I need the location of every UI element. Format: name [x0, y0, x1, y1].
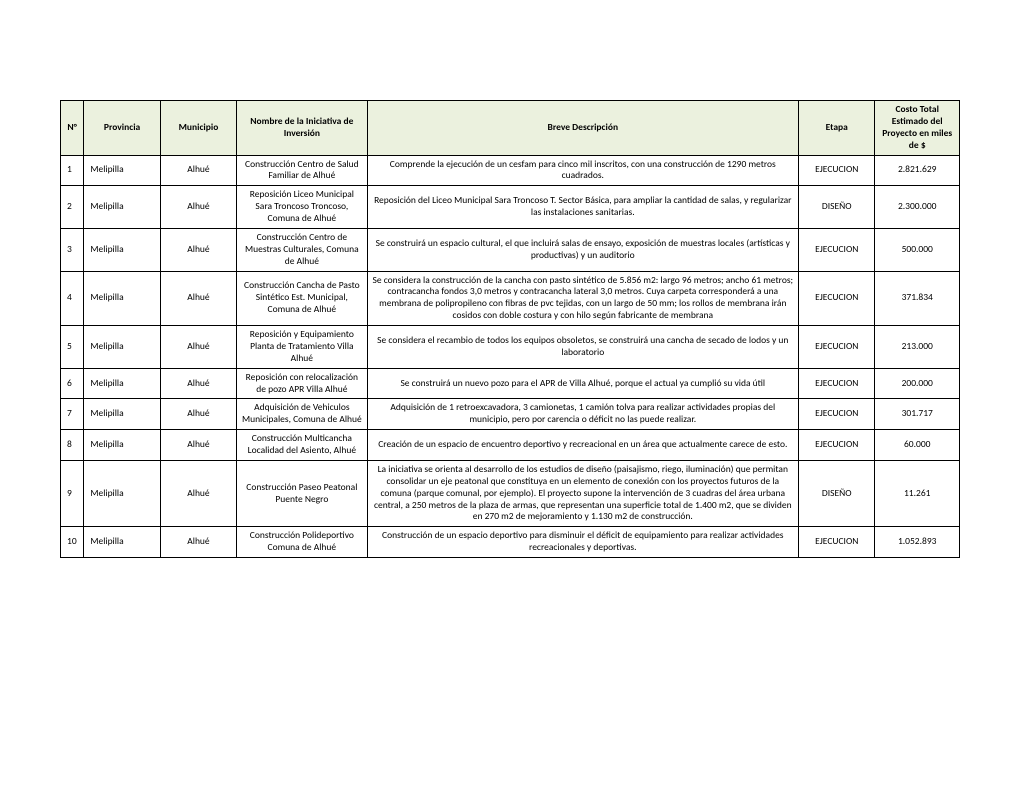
cell-costo: 1.052.893 [875, 527, 960, 558]
cell-etapa: EJECUCION [799, 430, 875, 461]
table-row: 4MelipillaAlhuéConstrucción Cancha de Pa… [61, 271, 960, 326]
cell-provincia: Melipilla [84, 186, 160, 229]
cell-municipio: Alhué [160, 527, 236, 558]
cell-num: 10 [61, 527, 84, 558]
cell-costo: 200.000 [875, 368, 960, 399]
cell-provincia: Melipilla [84, 430, 160, 461]
cell-municipio: Alhué [160, 155, 236, 186]
header-nombre: Nombre de la Iniciativa de Inversión [237, 101, 367, 156]
cell-municipio: Alhué [160, 326, 236, 369]
table-row: 10MelipillaAlhuéConstrucción Polideporti… [61, 527, 960, 558]
table-row: 6MelipillaAlhuéReposición con relocaliza… [61, 368, 960, 399]
cell-num: 5 [61, 326, 84, 369]
cell-municipio: Alhué [160, 430, 236, 461]
header-costo: Costo Total Estimado del Proyecto en mil… [875, 101, 960, 156]
cell-nombre: Reposición Liceo Municipal Sara Troncoso… [237, 186, 367, 229]
cell-num: 4 [61, 271, 84, 326]
cell-costo: 301.717 [875, 399, 960, 430]
page-container: N° Provincia Municipio Nombre de la Inic… [0, 0, 1020, 598]
cell-municipio: Alhué [160, 228, 236, 271]
cell-municipio: Alhué [160, 186, 236, 229]
header-num: N° [61, 101, 84, 156]
cell-etapa: EJECUCION [799, 527, 875, 558]
cell-nombre: Construcción Multicancha Localidad del A… [237, 430, 367, 461]
investment-table: N° Provincia Municipio Nombre de la Inic… [60, 100, 960, 558]
header-municipio: Municipio [160, 101, 236, 156]
cell-etapa: EJECUCION [799, 399, 875, 430]
cell-descripcion: Se construirá un nuevo pozo para el APR … [367, 368, 799, 399]
cell-nombre: Construcción Centro de Salud Familiar de… [237, 155, 367, 186]
cell-etapa: EJECUCION [799, 271, 875, 326]
cell-provincia: Melipilla [84, 228, 160, 271]
cell-descripcion: Se considera el recambio de todos los eq… [367, 326, 799, 369]
table-row: 7MelipillaAlhuéAdquisición de Vehiculos … [61, 399, 960, 430]
cell-nombre: Construcción Paseo Peatonal Puente Negro [237, 460, 367, 526]
table-row: 3MelipillaAlhuéConstrucción Centro de Mu… [61, 228, 960, 271]
cell-num: 6 [61, 368, 84, 399]
table-header: N° Provincia Municipio Nombre de la Inic… [61, 101, 960, 156]
cell-provincia: Melipilla [84, 399, 160, 430]
cell-etapa: DISEÑO [799, 460, 875, 526]
cell-nombre: Reposición y Equipamiento Planta de Trat… [237, 326, 367, 369]
cell-nombre: Construcción Centro de Muestras Cultural… [237, 228, 367, 271]
cell-costo: 2.821.629 [875, 155, 960, 186]
cell-descripcion: Comprende la ejecución de un cesfam para… [367, 155, 799, 186]
cell-municipio: Alhué [160, 271, 236, 326]
cell-descripcion: Creación de un espacio de encuentro depo… [367, 430, 799, 461]
cell-num: 1 [61, 155, 84, 186]
cell-descripcion: Se construirá un espacio cultural, el qu… [367, 228, 799, 271]
cell-costo: 11.261 [875, 460, 960, 526]
header-descripcion: Breve Descripción [367, 101, 799, 156]
cell-etapa: EJECUCION [799, 368, 875, 399]
cell-descripcion: Construcción de un espacio deportivo par… [367, 527, 799, 558]
cell-descripcion: La iniciativa se orienta al desarrollo d… [367, 460, 799, 526]
cell-provincia: Melipilla [84, 326, 160, 369]
cell-num: 7 [61, 399, 84, 430]
cell-descripcion: Adquisición de 1 retroexcavadora, 3 cami… [367, 399, 799, 430]
cell-etapa: EJECUCION [799, 326, 875, 369]
cell-costo: 500.000 [875, 228, 960, 271]
cell-num: 2 [61, 186, 84, 229]
cell-municipio: Alhué [160, 368, 236, 399]
cell-descripcion: Reposición del Liceo Municipal Sara Tron… [367, 186, 799, 229]
cell-num: 9 [61, 460, 84, 526]
cell-provincia: Melipilla [84, 460, 160, 526]
table-row: 2MelipillaAlhuéReposición Liceo Municipa… [61, 186, 960, 229]
table-row: 1MelipillaAlhuéConstrucción Centro de Sa… [61, 155, 960, 186]
cell-costo: 371.834 [875, 271, 960, 326]
cell-provincia: Melipilla [84, 527, 160, 558]
cell-nombre: Reposición con relocalización de pozo AP… [237, 368, 367, 399]
table-row: 9MelipillaAlhuéConstrucción Paseo Peaton… [61, 460, 960, 526]
table-row: 5MelipillaAlhuéReposición y Equipamiento… [61, 326, 960, 369]
table-body: 1MelipillaAlhuéConstrucción Centro de Sa… [61, 155, 960, 558]
cell-provincia: Melipilla [84, 155, 160, 186]
cell-descripcion: Se considera la construcción de la canch… [367, 271, 799, 326]
cell-costo: 2.300.000 [875, 186, 960, 229]
cell-etapa: DISEÑO [799, 186, 875, 229]
cell-etapa: EJECUCION [799, 155, 875, 186]
table-row: 8MelipillaAlhuéConstrucción Multicancha … [61, 430, 960, 461]
header-etapa: Etapa [799, 101, 875, 156]
cell-num: 3 [61, 228, 84, 271]
cell-nombre: Construcción Polideportivo Comuna de Alh… [237, 527, 367, 558]
cell-costo: 213.000 [875, 326, 960, 369]
cell-municipio: Alhué [160, 460, 236, 526]
cell-nombre: Construcción Cancha de Pasto Sintético E… [237, 271, 367, 326]
cell-nombre: Adquisición de Vehiculos Municipales, Co… [237, 399, 367, 430]
header-provincia: Provincia [84, 101, 160, 156]
cell-provincia: Melipilla [84, 368, 160, 399]
cell-etapa: EJECUCION [799, 228, 875, 271]
cell-num: 8 [61, 430, 84, 461]
cell-costo: 60.000 [875, 430, 960, 461]
cell-provincia: Melipilla [84, 271, 160, 326]
cell-municipio: Alhué [160, 399, 236, 430]
